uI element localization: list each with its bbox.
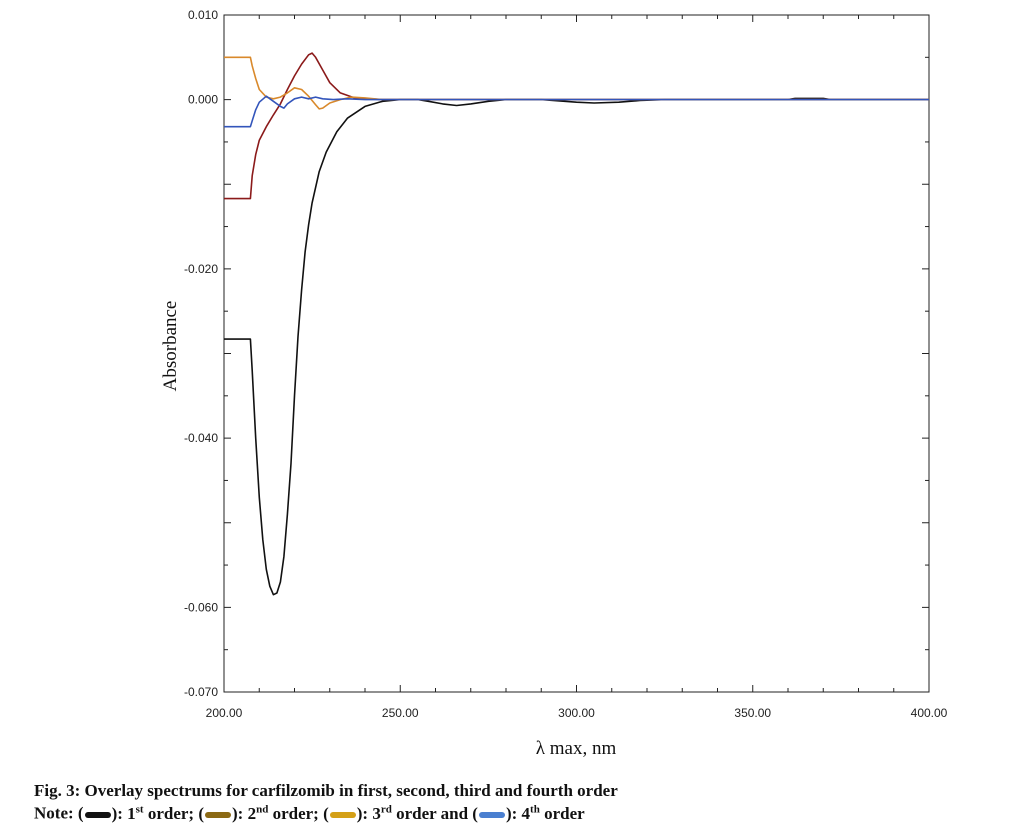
x-axis-title: λ max, nm [536,738,617,759]
series-line-3 [224,56,929,110]
x-tick-label: 200.00 [206,706,243,720]
x-tick-label: 400.00 [911,706,948,720]
x-tick-label: 300.00 [558,706,595,720]
legend-swatch-1 [84,811,111,818]
y-axis-title: Absorbance [160,301,181,392]
y-tick-label: -0.040 [184,431,218,445]
legend-order-number: ): 4 [505,803,531,823]
legend-order-text: order [539,803,585,823]
legend-order-text: order; ( [268,803,329,823]
figure-note: Note: (): 1st order; (): 2nd order; (): … [34,803,585,824]
legend-swatch-3 [329,811,356,818]
legend-order-suffix: th [530,803,540,815]
legend-swatch-2 [205,811,232,818]
spectrum-chart: 0.010 0.000 -0.020 -0.040 -0.060 -0.070 200.00… [160,8,948,759]
figure-caption: Fig. 3: Overlay spectrums for carfilzomi… [34,781,618,800]
legend-swatch-4 [478,811,505,818]
legend-order-number: ): 2 [232,803,257,823]
axis-ticks: 0.010 0.000 -0.020 -0.040 -0.060 -0.070 200.00… [184,8,948,720]
legend-order-text: order; ( [143,803,205,823]
legend-order-suffix: st [135,803,144,815]
legend-order-number: ): 1 [111,803,136,823]
series-line-4 [224,95,929,128]
y-tick-label: -0.070 [184,685,218,699]
series-group [224,52,929,596]
x-tick-label: 250.00 [382,706,419,720]
y-tick-label: -0.060 [184,600,218,614]
y-tick-label: -0.020 [184,262,218,276]
legend-order-text: order and ( [391,803,478,823]
series-line-2 [224,52,929,200]
y-tick-label: 0.010 [188,8,218,22]
legend-order-number: ): 3 [356,803,381,823]
y-tick-label: 0.000 [188,93,218,107]
x-tick-label: 350.00 [734,706,771,720]
legend-order-suffix: rd [380,803,392,815]
series-line-1 [224,97,929,596]
legend-order-suffix: nd [256,803,269,815]
note-prefix: Note: ( [34,803,84,823]
plot-area [223,14,930,693]
note-items: ): 1st order; ( ): 2nd order; ( ): 3rd ord… [84,803,585,823]
